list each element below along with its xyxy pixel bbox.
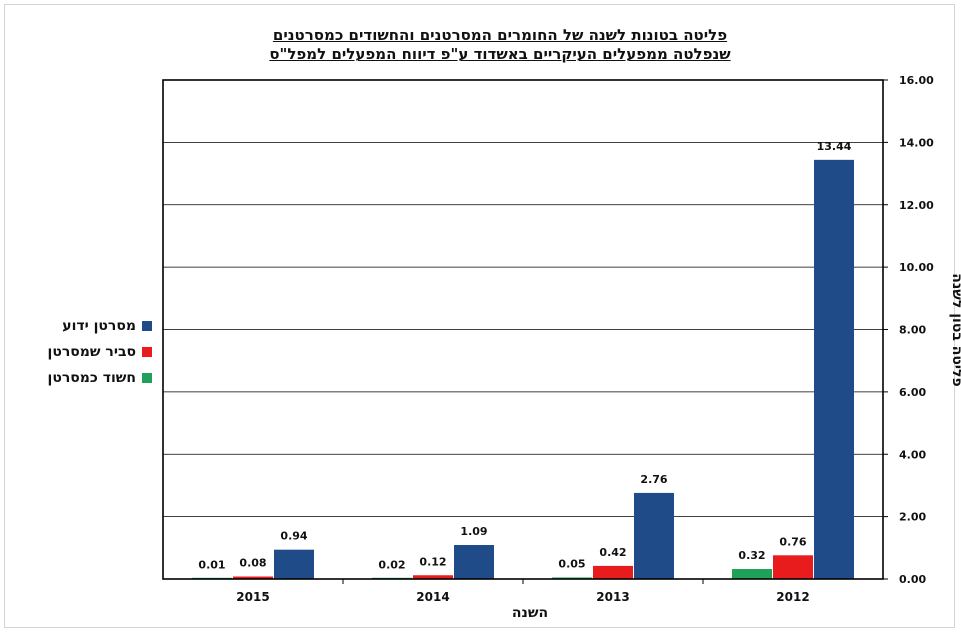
bar-2012-series-1 [773,555,813,579]
legend-label-probable-carcinogen: סביר שמסרטן [48,344,136,360]
data-label: 0.01 [198,559,225,572]
data-label: 0.32 [738,549,765,562]
legend-swatch-suspected-carcinogen [142,373,152,383]
data-label: 0.05 [558,557,585,570]
legend-swatch-probable-carcinogen [142,347,152,357]
data-label: 0.94 [280,530,307,543]
y-tick-label: 6.00 [899,386,926,399]
legend-swatch-known-carcinogen [142,321,152,331]
data-label: 13.44 [817,140,852,153]
bar-2014-series-2 [454,545,494,579]
data-label: 0.02 [378,558,405,571]
legend-item-probable-carcinogen: סביר שמסרטן [22,339,152,365]
data-label: 0.12 [419,555,446,568]
bar-2012-series-2 [814,160,854,579]
y-tick-label: 8.00 [899,324,926,337]
y-tick-label: 0.00 [899,573,926,586]
data-label: 0.42 [599,546,626,559]
bar-2013-series-1 [593,566,633,579]
y-tick-label: 12.00 [899,199,934,212]
x-tick-label: 2014 [416,590,449,604]
legend-item-known-carcinogen: מסרטן ידוע [22,313,152,339]
bar-2015-series-2 [274,550,314,579]
y-tick-label: 4.00 [899,448,926,461]
bar-2012-series-0 [732,569,772,579]
bar-2013-series-2 [634,493,674,579]
y-tick-label: 16.00 [899,74,934,87]
legend-label-known-carcinogen: מסרטן ידוע [62,318,136,334]
y-tick-label: 10.00 [899,261,934,274]
legend: מסרטן ידוע סביר שמסרטן חשוד כמסרטן [22,313,152,391]
y-tick-label: 2.00 [899,511,926,524]
x-tick-label: 2015 [236,590,269,604]
y-tick-label: 14.00 [899,136,934,149]
x-axis-title: השנה [420,605,640,621]
data-label: 0.76 [779,535,806,548]
data-label: 2.76 [640,473,667,486]
legend-item-suspected-carcinogen: חשוד כמסרטן [22,365,152,391]
data-label: 0.08 [239,557,266,570]
x-tick-label: 2013 [596,590,629,604]
y-axis-title: פליטה בטון לשנה [949,240,961,420]
x-tick-label: 2012 [776,590,809,604]
legend-label-suspected-carcinogen: חשוד כמסרטן [48,370,136,386]
data-label: 1.09 [460,525,487,538]
